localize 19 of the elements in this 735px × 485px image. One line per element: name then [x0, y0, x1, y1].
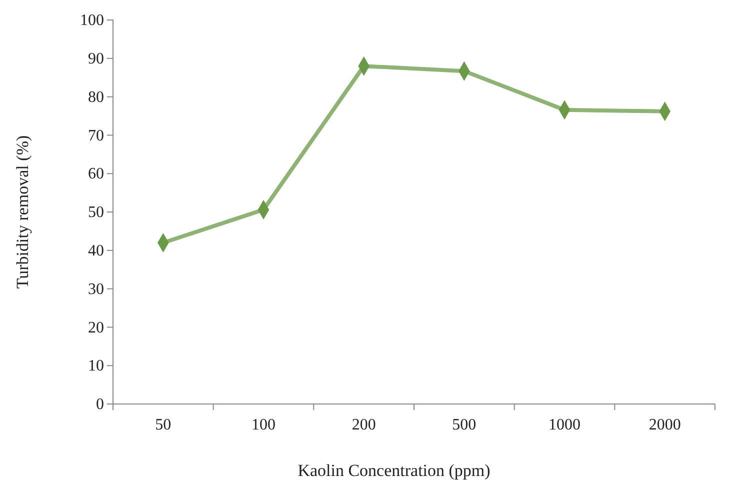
y-tick-label: 80 — [88, 88, 104, 106]
x-tick-label: 100 — [252, 416, 276, 434]
y-tick-label: 30 — [88, 280, 104, 298]
y-tick-label: 40 — [88, 242, 104, 260]
y-tick-label: 50 — [88, 204, 104, 222]
y-tick-label: 20 — [88, 319, 104, 336]
x-tick-label: 2000 — [648, 416, 681, 434]
y-tick-label: 90 — [88, 50, 104, 68]
y-tick-label: 60 — [88, 166, 104, 183]
x-tick-label: 50 — [155, 416, 172, 434]
y-tick-label: 0 — [96, 396, 104, 414]
x-tick-label: 1000 — [548, 416, 580, 434]
y-axis-title: Turbidity removal (%) — [13, 135, 32, 289]
y-tick-label: 70 — [88, 127, 104, 144]
x-axis-title: Kaolin Concentration (ppm) — [298, 461, 490, 480]
y-tick-label: 10 — [88, 358, 104, 375]
x-tick-label: 500 — [452, 416, 476, 434]
y-tick-label: 100 — [80, 12, 104, 30]
x-tick-label: 200 — [352, 416, 376, 434]
